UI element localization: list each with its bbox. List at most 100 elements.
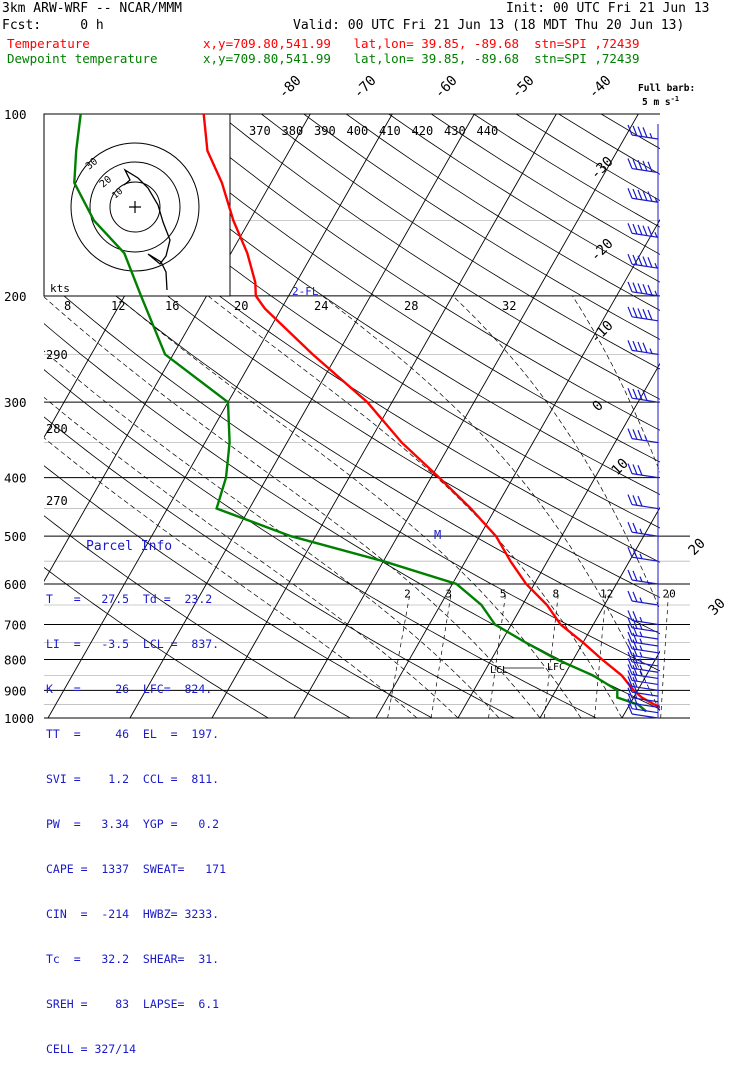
- wind-barb-shaft: [632, 233, 658, 237]
- wind-barb: [628, 125, 658, 139]
- theta-e-label-270: 270: [46, 494, 68, 508]
- wind-barb-flag: [628, 591, 632, 601]
- wind-barb-flag: [643, 127, 647, 137]
- wind-barb-flag: [643, 226, 647, 236]
- mixing-ratio-group: [388, 593, 669, 718]
- wind-barb-flag: [633, 224, 637, 234]
- hodograph-panel: [44, 114, 230, 296]
- wind-barb-flag: [633, 592, 637, 602]
- dry-adiabat: [346, 114, 740, 731]
- pressure-label-400: 400: [4, 471, 27, 486]
- wind-barb-shaft: [632, 398, 658, 402]
- mixing-ratio-line: [431, 593, 451, 718]
- wind-barb-flag: [628, 388, 632, 398]
- hodograph-unit-label: kts: [50, 282, 70, 295]
- wind-barb-shaft: [632, 601, 658, 605]
- wind-barb: [628, 591, 658, 605]
- wind-barb-flag: [633, 308, 637, 318]
- isotherm: [294, 114, 638, 718]
- freezing-level-label: 2-FL: [292, 285, 319, 298]
- pressure-label-1000: 1000: [4, 711, 34, 726]
- wind-barb-flag: [638, 496, 642, 506]
- pressure-label-300: 300: [4, 395, 27, 410]
- wind-barb-shaft: [632, 317, 658, 321]
- wind-barb-flag: [638, 127, 642, 137]
- wind-barb-flag: [628, 159, 632, 169]
- wind-barb-flag: [628, 254, 632, 264]
- wind-barb-flag: [648, 285, 652, 295]
- wind-barb-shaft: [632, 635, 658, 639]
- wind-barb-flag: [643, 309, 647, 319]
- theta-label-440: 440: [477, 124, 499, 138]
- wind-barb-shaft: [632, 714, 658, 718]
- moist-adiabat: [666, 296, 740, 718]
- parcel-row-tc: Tc = 32.2 SHEAR= 31.: [46, 952, 226, 967]
- isotherm: [376, 114, 720, 718]
- dry-adiabat: [261, 114, 740, 731]
- wind-barb-flag: [633, 464, 637, 474]
- wind-barb-shaft: [632, 198, 658, 202]
- temperature-tick-label: -80: [276, 73, 305, 102]
- pressure-label-200: 200: [4, 289, 27, 304]
- wind-barb-flag: [628, 340, 632, 350]
- dry-adiabat: [219, 114, 740, 731]
- parcel-info-panel: T = 27.5 Td = 23.2 LI = -3.5 LCL = 837. …: [46, 562, 226, 1072]
- moist-adiabat: [322, 296, 663, 718]
- mixing-ratio-label-8: 8: [553, 588, 560, 601]
- mixing-ratio-label-3: 3: [445, 588, 452, 601]
- temperature-tick-label: 10: [609, 456, 632, 479]
- pressure-label-600: 600: [4, 577, 27, 592]
- wind-barb-flag: [628, 282, 632, 292]
- speed-label-28: 28: [404, 299, 418, 313]
- speed-label-16: 16: [165, 299, 179, 313]
- wind-barb-flag: [638, 465, 642, 475]
- wind-barb-flag: [628, 522, 632, 532]
- theta-label-380: 380: [282, 124, 304, 138]
- wind-barb-flag: [633, 523, 637, 533]
- wind-barb-flag: [628, 223, 632, 233]
- wind-barb-flag: [633, 341, 637, 351]
- wind-barb: [628, 254, 658, 268]
- wind-barb-flag: [638, 256, 642, 266]
- theta-label-400: 400: [347, 124, 369, 138]
- isotherm: [622, 114, 740, 718]
- pressure-label-700: 700: [4, 617, 27, 632]
- parcel-row-pw: PW = 3.34 YGP = 0.2: [46, 817, 226, 832]
- wind-barb-flag: [638, 283, 642, 293]
- wind-barb-flag: [628, 429, 632, 439]
- wind-barb-flag: [648, 191, 652, 201]
- temperature-tick-label: -20: [588, 236, 617, 265]
- temperature-tick-label: -60: [432, 73, 461, 102]
- dry-adiabat: [516, 114, 740, 731]
- temperature-tick-label: -70: [351, 73, 380, 102]
- theta-label-430: 430: [444, 124, 466, 138]
- temperature-tick-label: -30: [588, 154, 617, 183]
- wind-barb-flag: [628, 495, 632, 505]
- wind-barb-shaft: [632, 580, 658, 584]
- speed-label-12: 12: [111, 299, 125, 313]
- dry-adiabat: [389, 114, 740, 731]
- pressure-label-800: 800: [4, 652, 27, 667]
- wind-barb-flag: [638, 190, 642, 200]
- wind-barb: [628, 610, 658, 624]
- pressure-label-500: 500: [4, 529, 27, 544]
- speed-label-24: 24: [314, 299, 328, 313]
- wind-barb: [628, 464, 658, 478]
- mixing-ratio-label-5: 5: [500, 588, 507, 601]
- parcel-row-t: T = 27.5 Td = 23.2: [46, 592, 226, 607]
- wind-barb-flag: [628, 307, 632, 317]
- wind-barb: [628, 495, 658, 509]
- parcel-row-cape: CAPE = 1337 SWEAT= 171: [46, 862, 226, 877]
- wind-barb-flag: [638, 160, 642, 170]
- wind-barb-flag: [633, 283, 637, 293]
- pressure-label-900: 900: [4, 683, 27, 698]
- speed-label-8: 8: [64, 299, 71, 313]
- wind-barb-shaft: [632, 474, 658, 478]
- moist-adiabat: [208, 296, 622, 718]
- mixing-ratio-line: [489, 593, 506, 718]
- theta-e-label-280: 280: [46, 422, 68, 436]
- parcel-info-title: Parcel Info: [86, 539, 172, 554]
- wind-barb-flag: [643, 343, 647, 353]
- wind-barb-shaft: [632, 532, 658, 536]
- wind-barb-flag: [633, 571, 637, 581]
